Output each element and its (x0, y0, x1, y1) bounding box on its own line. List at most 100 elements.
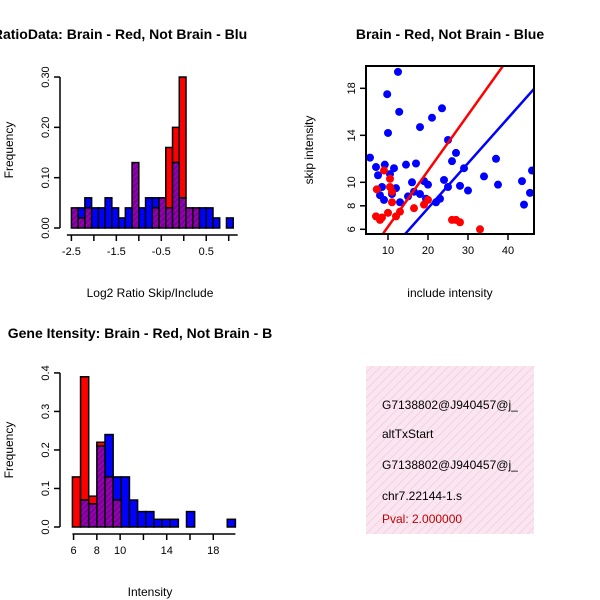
scatter-point-not-brain (380, 160, 389, 169)
scatter-x-tick-label: 30 (462, 245, 474, 257)
gene-histogram-x-tick-label: 18 (207, 545, 219, 557)
fit-line-not-brain (403, 88, 534, 234)
intensity-scatter: Brain - Red, Not Brain - Blue 10 20 30 40 6 8… (302, 26, 544, 300)
scatter-point-not-brain (384, 128, 392, 137)
scatter-point-brain (424, 195, 432, 204)
scatter-point-not-brain (480, 172, 488, 181)
scatter-point-not-brain (464, 186, 472, 195)
gene-histogram-x-tick-label: 6 (71, 545, 77, 557)
ratio-histogram-bar-overlap (178, 197, 187, 229)
ratio-histogram-bar-overlap (165, 207, 174, 229)
scatter-point-brain (384, 208, 392, 217)
gene-histogram-y-tick-label: 0.3 (40, 404, 52, 419)
gene-intensity-histogram: Gene Itensity: Brain - Red, Not Brain - … (2, 325, 272, 599)
scatter-y-tick-label: 6 (346, 226, 358, 232)
scatter-point-brain (388, 198, 396, 207)
scatter-point-not-brain (456, 181, 464, 190)
scatter-point-not-brain (366, 153, 374, 162)
ratio-histogram-bar-overlap (77, 217, 86, 229)
gene-histogram-bar-not-brain (104, 433, 114, 478)
scatter-point-not-brain (492, 154, 500, 163)
ratio-histogram-xlabel: Log2 Ratio Skip/Include (87, 286, 214, 300)
gene-histogram-bar-brain (87, 495, 98, 505)
scatter-point-not-brain (408, 178, 416, 187)
scatter-x-tick-label: 10 (382, 245, 394, 257)
scatter-frame (365, 65, 535, 235)
scatter-x-tick-label: 20 (422, 245, 434, 257)
scatter-point-brain (372, 185, 381, 194)
scatter-point-not-brain (528, 166, 534, 175)
ratio-histogram-bar-not-brain (198, 207, 207, 229)
gene-histogram-y-tick-label: 0.4 (40, 365, 52, 380)
info-panel: G7138802@J940457@j_ altTxStart G7138802@… (366, 366, 534, 534)
gene-histogram-bar-overlap (79, 499, 90, 528)
info-line-3: G7138802@J940457@j_ (382, 458, 518, 472)
scatter-point-not-brain (428, 113, 436, 122)
fit-line-brain (381, 66, 505, 234)
info-line-1: G7138802@J940457@j_ (382, 398, 518, 412)
scatter-x-tick-label: 40 (502, 245, 514, 257)
gene-histogram-x-tick-label: 14 (161, 545, 173, 557)
ratio-histogram-bar-overlap (70, 207, 79, 229)
scatter-clip-region (366, 66, 534, 234)
scatter-point-not-brain (494, 180, 502, 189)
scatter-point-not-brain (374, 171, 382, 180)
ratio-histogram-title: RatioData: Brain - Red, Not Brain - Blu (0, 26, 247, 42)
gene-histogram-bar-not-brain (185, 510, 196, 528)
ratio-histogram-x-tick-label: 0.5 (199, 246, 214, 258)
gene-histogram-xlabel: Intensity (128, 585, 173, 599)
scatter-point-not-brain (526, 188, 534, 197)
ratio-histogram-bar-overlap (158, 197, 167, 229)
ratio-histogram-bar-not-brain (77, 207, 86, 219)
gene-histogram-bar-brain (79, 376, 90, 501)
ratio-histogram-y-tick-label: 0.20 (40, 117, 52, 138)
ratio-histogram-bar-not-brain (117, 217, 127, 229)
gene-histogram-y-tick-label: 0.0 (40, 519, 52, 534)
scatter-point-not-brain (402, 160, 410, 169)
scatter-point-brain (380, 166, 388, 175)
scatter-point-brain (378, 213, 386, 222)
scatter-point-not-brain (520, 200, 528, 209)
ratio-histogram-bar-not-brain (205, 207, 214, 229)
gene-histogram-bar-overlap (87, 503, 98, 528)
scatter-point-not-brain (448, 157, 456, 166)
scatter-point-not-brain (412, 159, 420, 168)
scatter-point-not-brain (518, 177, 526, 186)
gene-histogram-bar-not-brain (112, 476, 123, 501)
ratio-histogram-bar-not-brain (90, 207, 100, 229)
info-line-4: chr7.22144-1.s (382, 489, 462, 503)
ratio-histogram-bar-overlap (171, 161, 181, 229)
scatter-point-brain (388, 187, 396, 196)
ratio-histogram-y-tick-label: 0.00 (40, 217, 52, 238)
gene-histogram-bar-not-brain (153, 518, 163, 528)
ratio-histogram-bar-overlap (84, 207, 93, 229)
scatter-point-brain (476, 225, 484, 234)
scatter-title: Brain - Red, Not Brain - Blue (356, 26, 544, 42)
ratio-histogram-bar-not-brain (84, 197, 93, 209)
ratio-histogram-bar-not-brain (212, 217, 221, 229)
scatter-point-not-brain (438, 104, 446, 113)
ratio-histogram-ylabel: Frequency (2, 122, 16, 179)
gene-histogram-axes: 6 8 10 14 18 0.0 0.1 0.2 0.3 0.4 (40, 365, 236, 557)
gene-histogram-bar-not-brain (161, 518, 171, 528)
ratio-histogram-bar-not-brain (151, 197, 160, 209)
gene-histogram-bar-not-brain (169, 518, 180, 528)
gene-histogram-bar-not-brain (226, 518, 237, 528)
scatter-point-not-brain (396, 198, 404, 207)
gene-histogram-bar-brain (71, 476, 82, 528)
gene-histogram-y-tick-label: 0.2 (40, 442, 52, 457)
scatter-point-not-brain (440, 175, 448, 184)
ratio-histogram-bar-not-brain (111, 207, 120, 229)
scatter-point-not-brain (416, 190, 424, 199)
scatter-point-not-brain (380, 195, 388, 204)
scatter-y-tick-label: 10 (346, 176, 358, 188)
scatter-point-brain (456, 218, 464, 227)
gene-histogram-bar-not-brain (120, 476, 131, 528)
ratio-histogram-bar-overlap (192, 207, 201, 229)
ratio-histogram-x-tick-label: -0.5 (152, 246, 171, 258)
scatter-point-not-brain (424, 180, 432, 189)
ratio-histogram-bar-not-brain (97, 207, 106, 229)
gene-histogram-bar-overlap (96, 445, 106, 528)
ratio-histogram-y-tick-label: 0.10 (40, 167, 52, 188)
